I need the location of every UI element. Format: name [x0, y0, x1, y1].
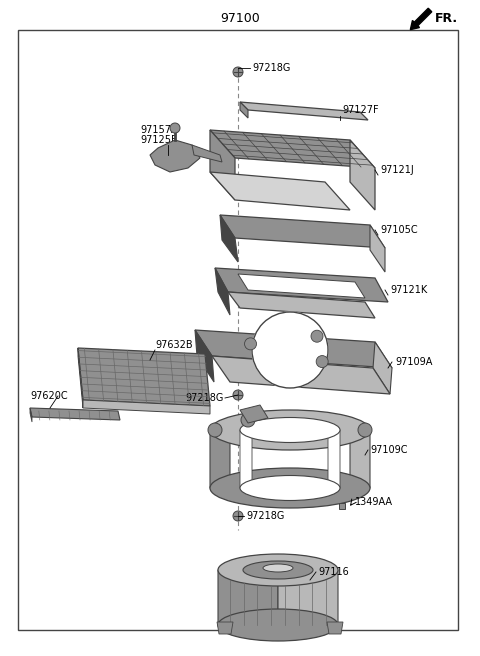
Text: 97218G: 97218G — [252, 63, 290, 73]
Polygon shape — [215, 268, 388, 302]
Polygon shape — [217, 622, 233, 634]
Text: 97109C: 97109C — [370, 445, 408, 455]
Text: FR.: FR. — [435, 12, 458, 24]
Circle shape — [233, 390, 243, 400]
Circle shape — [170, 123, 180, 133]
Polygon shape — [210, 172, 350, 210]
Text: 97125F: 97125F — [140, 135, 177, 145]
Polygon shape — [370, 225, 385, 272]
Circle shape — [233, 67, 243, 77]
Polygon shape — [150, 140, 200, 172]
Ellipse shape — [243, 561, 313, 579]
Ellipse shape — [218, 554, 338, 586]
Ellipse shape — [210, 410, 370, 450]
Polygon shape — [327, 622, 343, 634]
Polygon shape — [228, 292, 375, 318]
Circle shape — [311, 330, 323, 342]
Ellipse shape — [210, 468, 370, 508]
Text: 97121K: 97121K — [390, 285, 427, 295]
Polygon shape — [195, 330, 392, 368]
Text: 97218G: 97218G — [246, 511, 284, 521]
Polygon shape — [30, 408, 32, 422]
Text: 97632B: 97632B — [155, 340, 192, 350]
Text: 97121J: 97121J — [380, 165, 414, 175]
Text: 97116: 97116 — [318, 567, 349, 577]
Ellipse shape — [240, 417, 340, 443]
Polygon shape — [240, 430, 252, 490]
Circle shape — [244, 338, 256, 350]
Ellipse shape — [218, 609, 338, 641]
Polygon shape — [30, 408, 120, 420]
Polygon shape — [192, 145, 222, 162]
Polygon shape — [195, 330, 214, 382]
FancyArrow shape — [410, 9, 432, 30]
Polygon shape — [210, 130, 235, 200]
Ellipse shape — [263, 564, 293, 572]
Text: 1349AA: 1349AA — [355, 497, 393, 507]
Polygon shape — [240, 102, 368, 120]
Circle shape — [233, 511, 243, 521]
Circle shape — [316, 356, 328, 367]
Polygon shape — [212, 356, 390, 394]
Text: 97218G: 97218G — [185, 393, 223, 403]
Polygon shape — [215, 268, 230, 315]
Polygon shape — [278, 570, 338, 630]
Polygon shape — [210, 130, 375, 168]
Polygon shape — [220, 215, 385, 248]
Polygon shape — [218, 570, 278, 630]
Polygon shape — [210, 430, 230, 492]
Polygon shape — [240, 102, 248, 118]
Polygon shape — [350, 430, 370, 492]
Circle shape — [358, 423, 372, 437]
Circle shape — [241, 413, 255, 427]
Polygon shape — [78, 348, 83, 408]
Text: 97105C: 97105C — [380, 225, 418, 235]
Polygon shape — [238, 274, 365, 298]
Text: 97620C: 97620C — [30, 391, 68, 401]
Polygon shape — [350, 140, 375, 210]
Text: 97100: 97100 — [220, 12, 260, 24]
Text: 97109A: 97109A — [395, 357, 432, 367]
Text: 97127F: 97127F — [342, 105, 379, 115]
Polygon shape — [220, 215, 238, 262]
Circle shape — [252, 312, 328, 388]
Polygon shape — [78, 348, 210, 406]
Ellipse shape — [240, 476, 340, 501]
Polygon shape — [373, 342, 392, 394]
Polygon shape — [240, 405, 268, 423]
Circle shape — [208, 423, 222, 437]
Polygon shape — [83, 400, 210, 414]
Text: 97157A: 97157A — [140, 125, 178, 135]
Polygon shape — [328, 430, 340, 490]
